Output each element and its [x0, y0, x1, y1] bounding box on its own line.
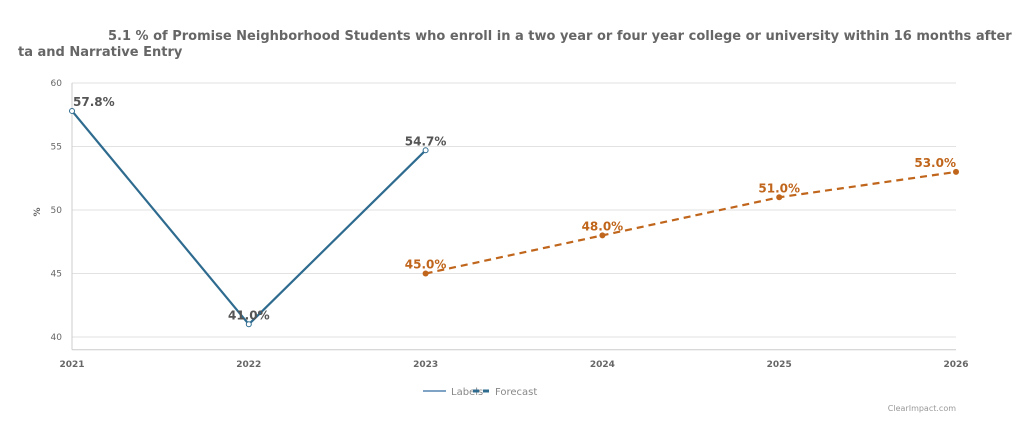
data-point — [69, 107, 75, 114]
data-point — [422, 147, 429, 154]
credit-link[interactable]: ClearImpact.com — [887, 404, 956, 413]
x-tick-label: 2026 — [943, 360, 968, 370]
legend-label: Forecast — [495, 387, 537, 398]
data-point — [953, 168, 959, 175]
data-label: 53.0% — [914, 156, 956, 170]
series-line-forecast — [425, 170, 957, 275]
y-tick-label: 45 — [51, 270, 62, 280]
series-line-labels — [71, 110, 427, 326]
data-point — [776, 194, 783, 201]
data-label: 54.7% — [405, 134, 447, 148]
chart-subtitle: ta and Narrative Entry — [18, 45, 183, 60]
y-tick-label: 60 — [51, 79, 63, 89]
data-label: 48.0% — [582, 219, 624, 233]
x-tick-label: 2022 — [236, 360, 261, 370]
data-label: 51.0% — [758, 181, 800, 195]
y-tick-label: 40 — [51, 333, 63, 343]
data-point — [599, 232, 606, 239]
data-label: 45.0% — [405, 258, 447, 272]
chart-title: 5.1 % of Promise Neighborhood Students w… — [108, 29, 1012, 44]
x-tick-label: 2021 — [59, 360, 84, 370]
y-axis-label: % — [33, 207, 43, 216]
data-label: 41.0% — [228, 308, 270, 322]
data-label: 57.8% — [73, 95, 115, 109]
data-point — [245, 321, 252, 328]
x-tick-label: 2024 — [590, 360, 615, 370]
y-tick-label: 55 — [51, 143, 62, 153]
data-point — [422, 270, 429, 277]
x-tick-label: 2023 — [413, 360, 438, 370]
legend-label: Labels — [451, 387, 483, 398]
x-tick-label: 2025 — [767, 360, 792, 370]
y-tick-label: 50 — [51, 206, 63, 216]
